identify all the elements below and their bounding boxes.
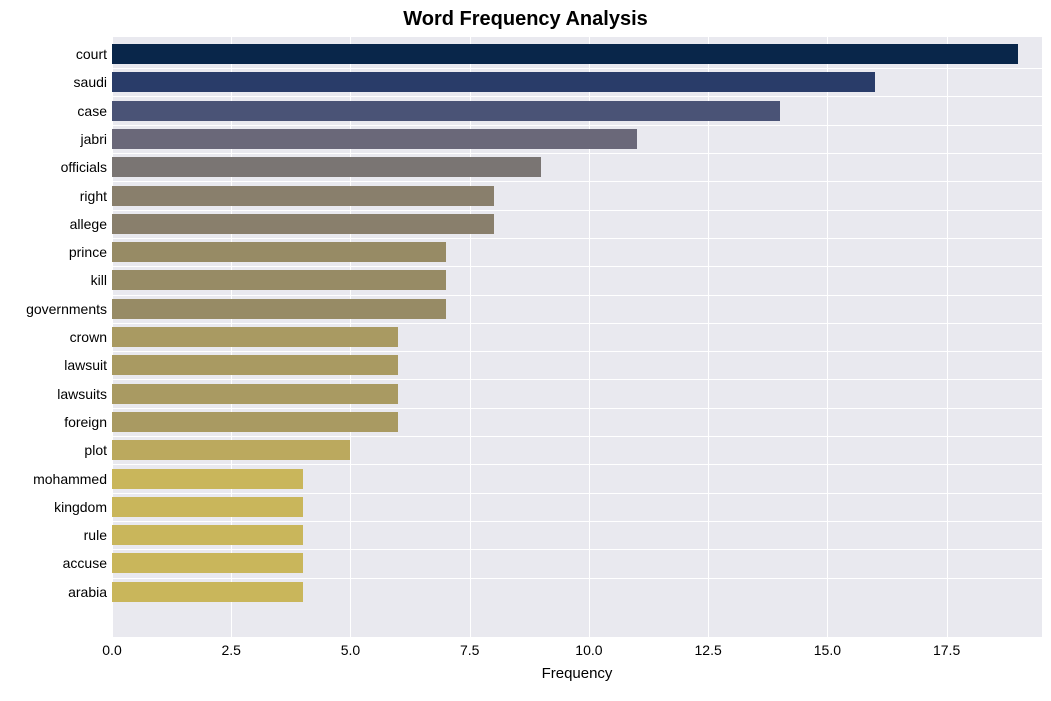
y-tick-label: kingdom	[1, 497, 107, 517]
y-tick-label: lawsuit	[1, 355, 107, 375]
y-tick-label: court	[1, 44, 107, 64]
gridline-h	[112, 436, 1042, 437]
y-tick-label: foreign	[1, 412, 107, 432]
bar	[112, 214, 494, 234]
bar	[112, 355, 398, 375]
bar	[112, 72, 875, 92]
y-tick-label: allege	[1, 214, 107, 234]
y-tick-label: lawsuits	[1, 384, 107, 404]
bar	[112, 299, 446, 319]
gridline-h	[112, 210, 1042, 211]
gridline-h	[112, 96, 1042, 97]
y-tick-label: plot	[1, 440, 107, 460]
gridline-h	[112, 125, 1042, 126]
y-tick-label: rule	[1, 525, 107, 545]
bar	[112, 157, 541, 177]
y-tick-label: saudi	[1, 72, 107, 92]
x-tick-label: 7.5	[440, 642, 500, 658]
bar	[112, 129, 637, 149]
bar	[112, 469, 303, 489]
bar	[112, 270, 446, 290]
gridline-v	[470, 37, 471, 637]
y-tick-label: right	[1, 186, 107, 206]
bar	[112, 327, 398, 347]
gridline-h	[112, 464, 1042, 465]
y-tick-label: jabri	[1, 129, 107, 149]
gridline-v	[589, 37, 590, 637]
y-tick-label: mohammed	[1, 469, 107, 489]
gridline-h	[112, 408, 1042, 409]
gridline-h	[112, 68, 1042, 69]
bar	[112, 525, 303, 545]
x-tick-label: 17.5	[917, 642, 977, 658]
gridline-h	[112, 153, 1042, 154]
bar	[112, 186, 494, 206]
gridline-h	[112, 379, 1042, 380]
bar	[112, 242, 446, 262]
y-tick-label: prince	[1, 242, 107, 262]
gridline-v	[947, 37, 948, 637]
gridline-h	[112, 351, 1042, 352]
gridline-h	[112, 521, 1042, 522]
chart-container: Word Frequency Analysis Frequency 0.0 2.5…	[0, 0, 1051, 701]
y-tick-label: case	[1, 101, 107, 121]
bar	[112, 553, 303, 573]
bar	[112, 497, 303, 517]
plot-area	[112, 37, 1042, 637]
bar	[112, 101, 780, 121]
gridline-h	[112, 493, 1042, 494]
gridline-h	[112, 323, 1042, 324]
bar	[112, 384, 398, 404]
x-tick-label: 2.5	[201, 642, 261, 658]
x-tick-label: 10.0	[559, 642, 619, 658]
gridline-h	[112, 266, 1042, 267]
y-tick-label: accuse	[1, 553, 107, 573]
chart-title: Word Frequency Analysis	[0, 8, 1051, 31]
gridline-h	[112, 549, 1042, 550]
gridline-h	[112, 238, 1042, 239]
bar	[112, 44, 1018, 64]
bar	[112, 582, 303, 602]
y-tick-label: governments	[1, 299, 107, 319]
x-axis-label: Frequency	[112, 665, 1042, 682]
gridline-h	[112, 181, 1042, 182]
x-tick-label: 5.0	[320, 642, 380, 658]
bar	[112, 412, 398, 432]
y-tick-label: officials	[1, 157, 107, 177]
gridline-h	[112, 578, 1042, 579]
gridline-h	[112, 295, 1042, 296]
x-tick-label: 15.0	[797, 642, 857, 658]
gridline-v	[827, 37, 828, 637]
x-tick-label: 12.5	[678, 642, 738, 658]
bar	[112, 440, 350, 460]
y-tick-label: kill	[1, 270, 107, 290]
y-tick-label: crown	[1, 327, 107, 347]
x-tick-label: 0.0	[82, 642, 142, 658]
y-tick-label: arabia	[1, 582, 107, 602]
gridline-v	[708, 37, 709, 637]
